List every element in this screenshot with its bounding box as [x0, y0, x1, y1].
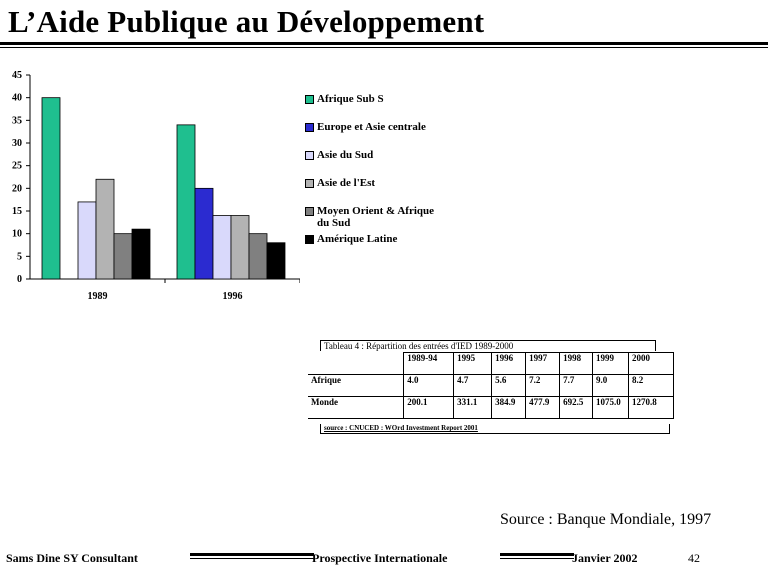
table-header-row: 1989-94 1995 1996 1997 1998 1999 2000 [308, 352, 674, 375]
legend-item: Asie de l'Est [305, 177, 455, 189]
legend-swatch [305, 207, 314, 216]
ied-table: Tableau 4 : Répartition des entrées d'IE… [308, 340, 674, 434]
footer-rule-thin [190, 558, 314, 559]
table-cell: 477.9 [525, 396, 561, 419]
table-cell: 1075.0 [592, 396, 629, 419]
table-cell: 692.5 [559, 396, 594, 419]
table-cell: 5.6 [491, 374, 527, 397]
bar [266, 242, 286, 280]
table-caption: Tableau 4 : Répartition des entrées d'IE… [320, 340, 656, 351]
column-header: 1995 [453, 352, 493, 375]
table-row: Afrique 4.0 4.7 5.6 7.2 7.7 9.0 8.2 [308, 374, 674, 397]
footer-rule [190, 553, 314, 556]
y-tick-label: 25 [12, 161, 22, 172]
bar [113, 233, 133, 280]
bar [230, 215, 250, 280]
legend-item: Afrique Sub S [305, 93, 455, 105]
bar [41, 97, 61, 280]
y-tick-label: 20 [12, 183, 22, 194]
legend-label: Amérique Latine [317, 233, 398, 245]
table-cell: 331.1 [453, 396, 493, 419]
column-header: 1998 [559, 352, 594, 375]
footer-rule-thin [500, 558, 574, 559]
bar [248, 233, 268, 280]
y-tick-label: 45 [12, 70, 22, 81]
column-header: 1989-94 [403, 352, 455, 375]
table-source: source : CNUCED : WOrd Investment Report… [320, 424, 670, 434]
bar [176, 124, 196, 280]
title-divider [0, 42, 768, 45]
legend-swatch [305, 95, 314, 104]
table-cell: 9.0 [592, 374, 629, 397]
table-cell: 200.1 [403, 396, 455, 419]
y-tick-label: 5 [17, 251, 22, 262]
table-cell: 384.9 [491, 396, 527, 419]
legend-item: Moyen Orient & Afrique du Sud [305, 205, 455, 229]
footer-rule [500, 553, 574, 556]
legend-swatch [305, 151, 314, 160]
y-tick-label: 30 [12, 138, 22, 149]
table-cell: 7.7 [559, 374, 594, 397]
title-divider-thin [0, 47, 768, 48]
column-header: 1997 [525, 352, 561, 375]
legend-swatch [305, 179, 314, 188]
y-tick-label: 0 [17, 274, 22, 285]
footer-date: Janvier 2002 [572, 551, 638, 565]
y-tick-label: 10 [12, 229, 22, 240]
slide-title: L’Aide Publique au Développement [8, 4, 485, 39]
legend-label: Moyen Orient & Afrique du Sud [317, 205, 435, 229]
bar-chart: 0 5 10 15 20 25 30 35 40 45 1989 1996 [12, 70, 300, 302]
table-cell: 8.2 [628, 374, 674, 397]
footer-topic: Prospective Internationale [312, 551, 448, 565]
column-header: 1999 [592, 352, 629, 375]
legend-swatch [305, 123, 314, 132]
table-cell: 1270.8 [628, 396, 674, 419]
bar [212, 215, 232, 280]
legend-item: Asie du Sud [305, 149, 455, 161]
data-table: 1989-94 1995 1996 1997 1998 1999 2000 Af… [308, 352, 674, 419]
y-tick-label: 35 [12, 115, 22, 126]
bar [131, 228, 151, 280]
row-label: Afrique [308, 374, 405, 397]
chart-source: Source : Banque Mondiale, 1997 [500, 511, 712, 528]
footer-page: 42 [688, 551, 700, 565]
footer-author: Sams Dine SY Consultant [6, 551, 138, 565]
row-label: Monde [308, 396, 405, 419]
x-tick-label: 1989 [88, 291, 108, 302]
column-header: 1996 [491, 352, 527, 375]
column-header: 2000 [628, 352, 674, 375]
legend-label: Afrique Sub S [317, 93, 384, 105]
legend-label: Europe et Asie centrale [317, 121, 426, 133]
bar [194, 187, 214, 280]
table-cell: 4.7 [453, 374, 493, 397]
legend-item: Europe et Asie centrale [305, 121, 455, 133]
legend-item: Amérique Latine [305, 233, 455, 245]
y-tick-label: 15 [12, 206, 22, 217]
table-cell: 7.2 [525, 374, 561, 397]
table-row: Monde 200.1 331.1 384.9 477.9 692.5 1075… [308, 396, 674, 419]
legend-label: Asie de l'Est [317, 177, 376, 189]
x-tick-label: 1996 [223, 291, 243, 302]
legend-label: Asie du Sud [317, 149, 374, 161]
y-tick-label: 40 [12, 93, 22, 104]
table-cell: 4.0 [403, 374, 455, 397]
table-corner [308, 352, 405, 375]
legend-swatch [305, 235, 314, 244]
bar [95, 178, 115, 280]
bar [77, 201, 97, 280]
